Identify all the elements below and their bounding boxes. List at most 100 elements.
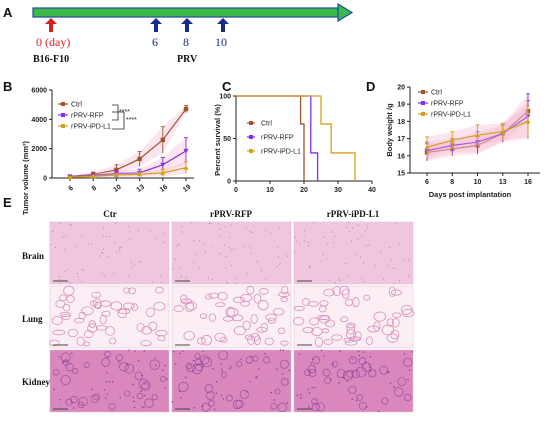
kidney-nucleus [65, 360, 67, 362]
brain-nucleus [91, 243, 93, 245]
kidney-nucleus [332, 363, 334, 365]
b-point [137, 156, 142, 162]
brain-nucleus [138, 261, 140, 263]
brain-nucleus [127, 226, 129, 228]
kidney-tubule [277, 402, 287, 413]
brain-nucleus [295, 240, 297, 242]
lung-alveolus [342, 288, 350, 299]
c-ytick-label: 0 [227, 179, 231, 186]
brain-nucleus [230, 264, 232, 267]
kidney-nucleus [140, 390, 143, 392]
brain-nucleus [77, 276, 79, 278]
b-point [183, 165, 189, 170]
d-xtick-label: 6 [425, 179, 429, 186]
brain-nucleus [181, 231, 183, 233]
kidney-nucleus [363, 351, 365, 353]
brain-nucleus [347, 221, 350, 223]
brain-nucleus [63, 248, 65, 251]
brain-nucleus [80, 236, 83, 238]
kidney-nucleus [112, 381, 114, 383]
lung-alveolus [340, 316, 349, 323]
lung-alveolus [87, 323, 98, 333]
kidney-tubule [72, 367, 79, 374]
brain-nucleus [63, 236, 65, 238]
brain-nucleus [204, 251, 206, 253]
brain-nucleus [334, 235, 336, 237]
brain-nucleus [309, 266, 311, 268]
brain-nucleus [172, 268, 174, 270]
kidney-tubule [77, 401, 85, 409]
c-legend-marker [249, 135, 253, 139]
brain-nucleus [265, 229, 267, 232]
kidney-nucleus [106, 372, 108, 374]
kidney-tubule [308, 368, 317, 377]
brain-nucleus [59, 222, 61, 224]
lung-alveolus [293, 305, 305, 311]
kidney-nucleus [411, 351, 413, 353]
b-ytick-label: 4000 [31, 117, 47, 124]
c-legend-marker [249, 121, 253, 125]
kidney-nucleus [240, 358, 242, 360]
brain-nucleus [303, 234, 305, 236]
lung-alveolus [130, 303, 138, 312]
injection-arrow-day8 [181, 18, 193, 32]
kidney-nucleus [355, 399, 358, 402]
brain-nucleus [113, 272, 115, 275]
lung-alveolus [323, 288, 335, 297]
kidney-tubule [316, 402, 326, 412]
kidney-tubule [403, 393, 412, 402]
lung-alveolus [386, 318, 394, 327]
lung-alveolus [264, 337, 274, 346]
kidney-nucleus [365, 406, 368, 408]
kidney-nucleus [108, 381, 111, 383]
lung-alveolus [148, 321, 158, 331]
kidney-nucleus [288, 369, 290, 372]
kidney-nucleus [202, 366, 204, 368]
kidney-nucleus [141, 374, 143, 377]
brain-nucleus [287, 255, 289, 258]
kidney-nucleus [273, 399, 276, 401]
brain-nucleus [256, 261, 258, 263]
kidney-nucleus [357, 350, 360, 353]
brain-nucleus [177, 244, 179, 246]
kidney-nucleus [105, 381, 108, 383]
brain-nucleus [81, 280, 83, 282]
brain-nucleus [115, 222, 117, 225]
kidney-nucleus [314, 387, 316, 389]
kidney-tubule [281, 378, 289, 386]
kidney-nucleus [339, 350, 341, 352]
kidney-tubule [149, 359, 160, 370]
c-legend-marker [249, 149, 253, 153]
lung-alveolus [363, 294, 371, 301]
kidney-nucleus [103, 388, 105, 391]
brain-nucleus [151, 281, 153, 283]
brain-nucleus [159, 274, 161, 276]
kidney-nucleus [178, 390, 181, 393]
kidney-nucleus [221, 370, 224, 373]
lung-alveolus [140, 340, 152, 347]
kidney-tubule [204, 384, 214, 393]
lung-alveolus [392, 312, 402, 318]
kidney-nucleus [117, 361, 120, 363]
lung-alveolus [99, 300, 112, 307]
brain-nucleus [245, 226, 247, 228]
lung-alveolus [92, 298, 102, 309]
brain-nucleus [133, 264, 135, 266]
histology-tile-r0-c1 [171, 221, 292, 285]
kidney-nucleus [338, 382, 340, 384]
brain-nucleus [131, 267, 133, 269]
brain-nucleus [67, 269, 69, 271]
b-legend-marker [61, 113, 65, 117]
kidney-tubule [232, 399, 243, 410]
kidney-nucleus [320, 349, 323, 352]
d-legend-marker [421, 101, 425, 105]
kidney-nucleus [144, 383, 146, 385]
brain-nucleus [338, 278, 340, 280]
kidney-nucleus [62, 362, 64, 364]
histology-tile-r2-c1 [171, 349, 292, 413]
lung-alveolus [381, 324, 394, 336]
kidney-nucleus [221, 368, 223, 370]
d-xtick-label: 8 [450, 179, 454, 186]
lung-alveolus [277, 327, 286, 335]
kidney-tubule [351, 369, 360, 379]
